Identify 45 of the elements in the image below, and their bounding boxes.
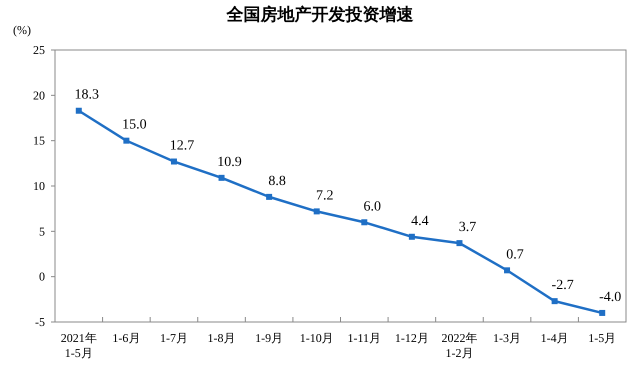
- x-tick-label: 1-12月: [394, 331, 429, 345]
- point: [361, 219, 368, 226]
- text: 15.0: [122, 118, 147, 133]
- point: [314, 208, 320, 214]
- x-tick-label: 1-4月: [540, 331, 569, 345]
- point: [599, 310, 606, 316]
- x-tick-label: 1-7月: [160, 331, 188, 345]
- text: 3.7: [458, 220, 476, 236]
- text: -2.7: [552, 278, 574, 294]
- text: -4.0: [599, 290, 622, 305]
- y-tick-label: 15: [33, 134, 45, 148]
- x-tick-label: 2021年 1-5月: [60, 331, 97, 360]
- text: 7.2: [316, 188, 334, 204]
- text: 6.0: [364, 199, 382, 214]
- x-tick-label: 1-6月: [112, 331, 140, 345]
- text: 18.3: [74, 88, 100, 103]
- point: [408, 234, 415, 240]
- x-tick-label: 1-10月: [300, 331, 334, 345]
- point: [76, 108, 82, 114]
- text: 8.8: [268, 174, 286, 189]
- point: [266, 194, 272, 200]
- text: 4.4: [411, 214, 429, 229]
- point: [123, 138, 130, 144]
- text: 12.7: [170, 138, 194, 154]
- point: [552, 298, 558, 304]
- y-axis-title: (%): [13, 23, 31, 37]
- y-tick-label: 0: [39, 270, 45, 284]
- point: [456, 240, 462, 246]
- y-tick-label: 5: [39, 224, 45, 238]
- chart-title: 全国房地产开发投资增速: [226, 5, 414, 25]
- x-tick-label: 1-3月: [493, 331, 522, 345]
- y-tick-label: 25: [33, 43, 45, 57]
- x-tick-label: 1-11月: [348, 331, 382, 345]
- text: 0.7: [506, 247, 524, 262]
- x-tick-label: 1-9月: [255, 331, 284, 345]
- y-tick-label: 10: [33, 179, 45, 193]
- point: [504, 267, 510, 274]
- x-tick-label: 1-5月: [588, 331, 616, 345]
- y-tick-label: -5: [35, 315, 45, 329]
- point: [170, 158, 177, 165]
- text: 10.9: [217, 154, 242, 170]
- x-tick-label: 1-8月: [208, 331, 236, 345]
- point: [218, 174, 225, 181]
- x-tick-label: 2022年 1-2月: [441, 331, 478, 360]
- y-tick-label: 20: [33, 88, 45, 102]
